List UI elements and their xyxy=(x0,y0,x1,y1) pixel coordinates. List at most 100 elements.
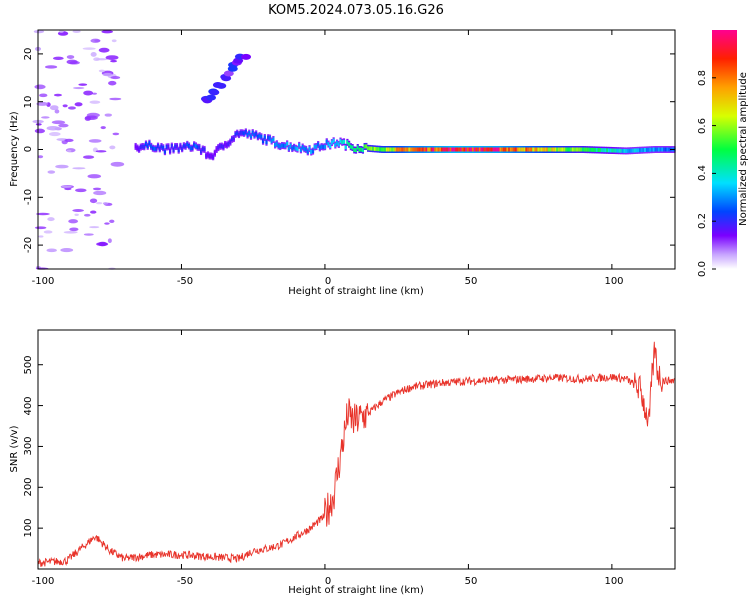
spectrogram-ridge-cell xyxy=(375,147,378,152)
spectrogram-ridge-cell xyxy=(272,137,275,142)
spectrogram-noise-blob xyxy=(47,170,56,174)
spectrogram-xtick-1: -50 xyxy=(177,276,193,287)
spectrogram-noise-blob xyxy=(41,116,50,119)
spectrogram-ridge-cell xyxy=(568,147,571,152)
spectrogram-ridge-cell xyxy=(225,142,229,147)
spectrogram-ridge-cell xyxy=(306,149,309,154)
spectrogram-noise-blob xyxy=(104,113,113,117)
spectrogram-ridge-cell xyxy=(153,146,156,151)
spectrogram-ridge-cell xyxy=(249,134,253,139)
spectrogram-ridge-cell xyxy=(589,147,592,152)
spectrogram-ridge-cell xyxy=(527,147,530,152)
spectrogram-noise-blob xyxy=(58,29,64,33)
spectrogram-ticks xyxy=(37,30,675,269)
spectrogram-ridge-cell xyxy=(546,147,549,152)
spectrogram-noise-blob xyxy=(109,219,115,224)
spectrogram-ridge-cell xyxy=(380,147,383,152)
spectrogram-noise-blob xyxy=(82,47,96,50)
spectrogram-ridge-cell xyxy=(411,147,414,152)
spectrogram-ridge-cell xyxy=(561,147,564,152)
spectrogram-ridge-cell xyxy=(551,147,554,152)
spectrogram-ridge-cell xyxy=(284,143,287,148)
spectrogram-ridge-cell xyxy=(582,147,585,152)
spectrogram-ridge-cell xyxy=(191,146,194,151)
spectrogram-ridge-cell xyxy=(454,147,457,152)
spectrogram-noise-blob xyxy=(83,233,94,236)
snr-frame xyxy=(37,329,676,570)
spectrogram-ridge-cell xyxy=(294,146,297,151)
spectrogram-ridge-cell xyxy=(310,149,313,154)
spectrogram-streak-blob xyxy=(223,70,234,77)
spectrogram-xtick-4: 100 xyxy=(604,276,623,287)
spectrogram-noise-blob xyxy=(102,72,113,77)
spectrogram-ridge-cell xyxy=(656,147,659,152)
spectrogram-noise-blob xyxy=(64,138,74,142)
spectrogram-noise-blob xyxy=(88,139,102,143)
spectrogram-noise-blob xyxy=(49,105,59,111)
spectrogram-ridge-cell xyxy=(635,148,638,153)
spectrogram-ridge-cell xyxy=(370,146,373,151)
spectrogram-streak-blob xyxy=(221,75,232,82)
spectrogram-ridge-cell xyxy=(528,147,532,152)
spectrogram-ridge-cell xyxy=(490,147,494,152)
snr-xtick-2: 0 xyxy=(325,576,331,587)
spectrogram-noise-blob xyxy=(95,58,108,61)
spectrogram-noise-blob xyxy=(37,155,44,159)
spectrogram-ridge-cell xyxy=(189,146,192,151)
spectrogram-ridge-cell xyxy=(187,143,191,148)
spectrogram-ridge-cell xyxy=(420,147,423,152)
spectrogram-noise-blob xyxy=(36,101,49,106)
spectrogram-noise-blob xyxy=(72,167,86,170)
spectrogram-ridge-cell xyxy=(556,147,559,152)
spectrogram-ridge-cell xyxy=(442,147,445,152)
colorbar-tick-0: 0.0 xyxy=(697,261,708,277)
spectrogram-ridge-cell xyxy=(201,147,204,152)
spectrogram-ridge-cell xyxy=(258,133,261,138)
spectrogram-noise-blob xyxy=(83,90,94,96)
spectrogram-ridge-cell xyxy=(559,147,562,152)
spectrogram-ridge-cell xyxy=(150,144,153,149)
spectrogram-ridge-cell xyxy=(175,144,179,149)
spectrogram-ridge-cell xyxy=(482,147,485,152)
spectrogram-ridge-cell xyxy=(313,144,316,149)
spectrogram-ridge-cell xyxy=(196,145,199,150)
spectrogram-ridge-cell xyxy=(415,147,418,152)
spectrogram-ridge-cell xyxy=(487,147,490,152)
spectrogram-ridge-cell xyxy=(138,147,141,152)
spectrogram-noise-blob xyxy=(105,55,119,60)
spectrogram-noise-blob xyxy=(67,106,76,110)
spectrogram-ridge-cell xyxy=(358,147,361,152)
spectrogram-ridge-cell xyxy=(458,147,461,152)
spectrogram-ridge-cell xyxy=(403,147,406,152)
spectrogram-noise-blob xyxy=(100,126,106,130)
spectrogram-ridge-cell xyxy=(253,133,256,138)
spectrogram-noise-blob xyxy=(74,213,79,216)
spectrogram-ridge-cell xyxy=(301,145,304,150)
spectrogram-ridge-cell xyxy=(287,146,290,151)
spectrogram-noise-blob xyxy=(47,217,55,222)
spectrogram-ridge-cell xyxy=(423,147,426,152)
spectrogram-ridge-cell xyxy=(255,131,258,136)
spectrogram-ridge-cell xyxy=(425,147,428,152)
spectrogram-ridge-cell xyxy=(549,147,552,152)
spectrogram-ridge-cell xyxy=(363,144,366,149)
spectrogram-xtick-2: 0 xyxy=(325,276,331,287)
spectrogram-ridge-cell xyxy=(446,147,449,152)
spectrogram-ridge-cell xyxy=(158,146,161,151)
spectrogram-noise-blob xyxy=(110,161,125,167)
spectrogram-ridge-cell xyxy=(640,148,643,153)
spectrogram-ridge-cell xyxy=(342,139,346,144)
spectrogram-ridge-cell xyxy=(146,144,149,149)
spectrogram-ridge-cell xyxy=(451,147,454,152)
spectrogram-ytick-4: 20 xyxy=(23,48,34,61)
snr-marks xyxy=(37,341,675,567)
spectrogram-ridge-cell xyxy=(346,140,349,145)
spectrogram-ridge-cell xyxy=(167,144,170,149)
spectrogram-ridge-cell xyxy=(515,147,518,152)
spectrogram-ridge-cell xyxy=(394,147,397,152)
spectrogram-ridge-cell xyxy=(298,143,301,148)
spectrogram-ridge-cell xyxy=(181,146,184,151)
spectrogram-ridge-cell xyxy=(366,146,370,151)
snr-panel: -100 -50 0 50 100 Height of straight lin… xyxy=(9,329,676,596)
spectrogram-ridge-cell xyxy=(413,147,416,152)
